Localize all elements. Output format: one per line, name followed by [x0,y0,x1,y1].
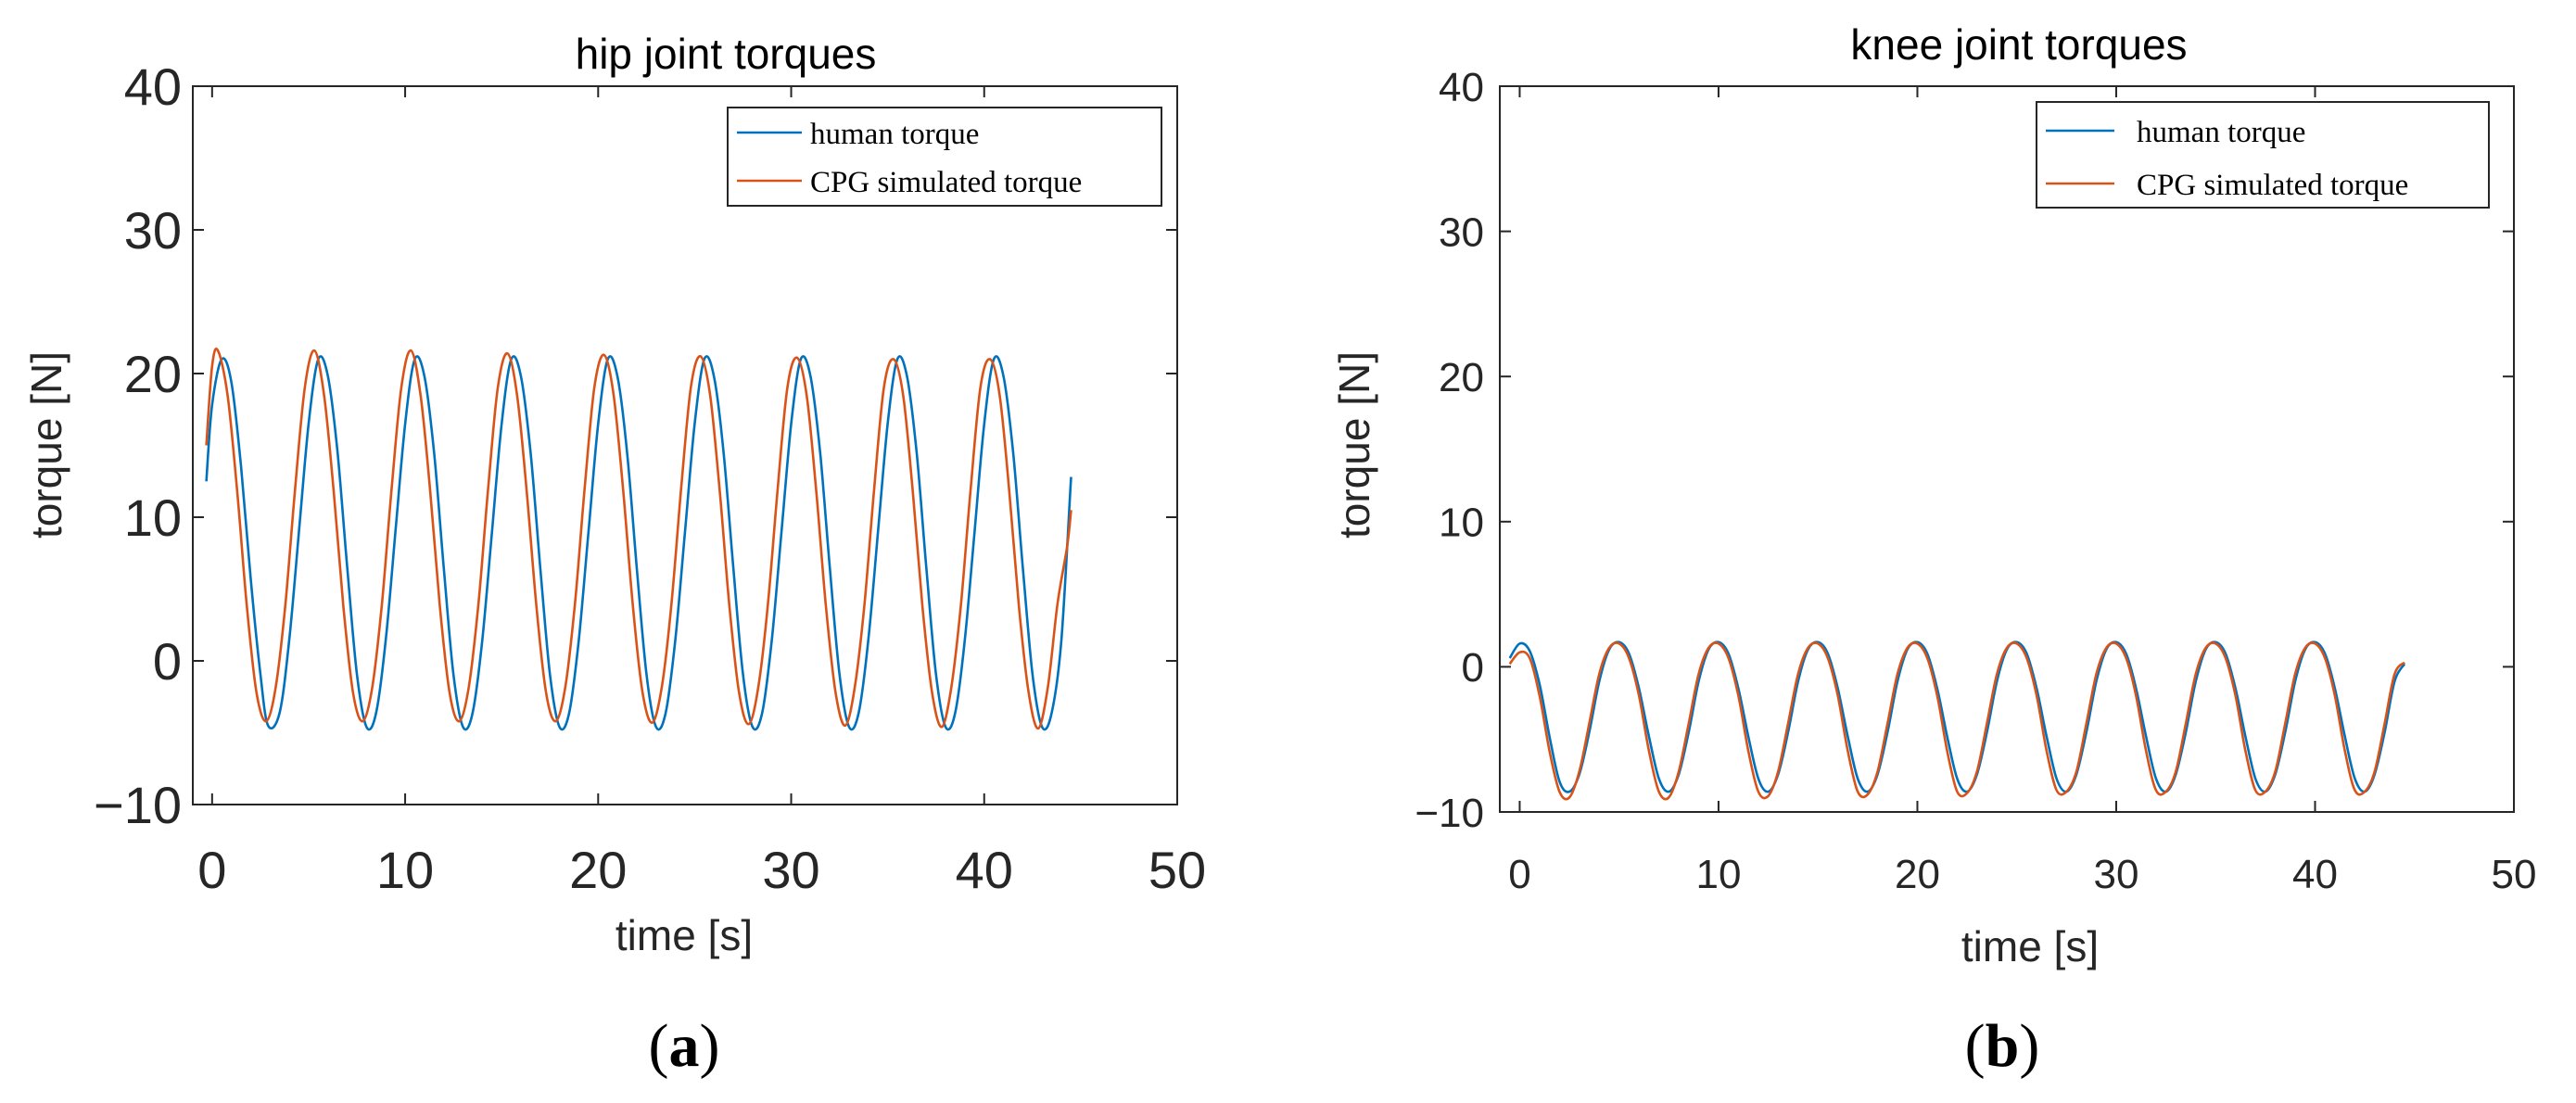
panel-b-x-tick-labels: 0 10 20 30 40 50 [1508,852,2536,897]
panel-a-legend-box [727,107,1162,207]
panel-a-y-tick-labels: −10 0 10 20 30 40 [94,57,182,834]
panel-a-label-letter: a [669,1012,700,1080]
panel-a-y-tick-label: 20 [124,345,182,403]
panel-a-series-human-torque-line [205,355,1072,731]
panel-b-x-tick-label: 30 [2094,852,2139,897]
panel-a: hip joint torques −10 0 10 20 30 40 0 10 20 30 40… [22,30,1206,1080]
panel-a-label-close: ) [700,1012,720,1080]
panel-b-y-tick-label: 20 [1439,355,1484,400]
panel-a-legend-label-human: human torque [810,118,979,151]
panel-a-legend-label-cpg: CPG simulated torque [810,166,1082,199]
panel-a-y-tick-label: −10 [94,776,182,834]
panel-a-series-cpg-simulated-torque-line [205,347,1072,730]
panel-b-title: knee joint torques [1850,20,2187,69]
panel-b-x-tick-label: 40 [2292,852,2338,897]
panel-a-y-tick-label: 0 [153,632,182,691]
panel-a-x-tick-label: 40 [956,841,1013,899]
panel-a-x-axis-label: time [s] [615,911,753,959]
panel-b-label-letter: b [1986,1012,2020,1080]
panel-a-y-tick-label: 40 [124,57,182,116]
panel-a-label: (a) [649,1012,720,1080]
panel-b-label-open: ( [1965,1012,1986,1080]
panel-b: knee joint torques −10 0 10 20 30 40 0 10 20 30 4… [1330,20,2536,1080]
panel-b-label: (b) [1965,1012,2040,1080]
panel-b-y-tick-label: −10 [1415,791,1484,836]
panel-b-label-close: ) [2019,1012,2039,1080]
panel-a-x-tick-label: 10 [376,841,434,899]
panel-b-y-tick-label: 40 [1439,65,1484,110]
panel-a-axes-box [192,85,1178,805]
panel-a-y-tick-label: 10 [124,488,182,547]
panel-b-plot-lines [1508,640,2406,801]
panel-b-y-axis-label: torque [N] [1330,351,1378,539]
panel-a-plot-lines [205,347,1072,731]
panel-a-label-open: ( [649,1012,669,1080]
panel-a-x-tick-label: 30 [762,841,819,899]
panel-a-x-tick-labels: 0 10 20 30 40 50 [197,841,1206,899]
panel-b-legend-label-cpg: CPG simulated torque [2137,169,2408,202]
panel-b-axes-box [1499,85,2515,813]
panel-b-y-tick-label: 10 [1439,501,1484,546]
panel-a-x-tick-label: 20 [569,841,627,899]
panel-b-legend: human torque CPG simulated torque [2036,101,2490,209]
panel-b-legend-label-human: human torque [2137,116,2305,149]
panel-b-x-tick-label: 20 [1895,852,1940,897]
panel-a-y-tick-label: 30 [124,201,182,260]
panel-b-y-tick-label: 0 [1462,645,1484,691]
panel-a-y-axis-label: torque [N] [22,351,70,539]
panel-b-series-human-torque-line [1508,640,2406,793]
panel-b-series-cpg-simulated-torque-line [1508,641,2405,801]
panel-a-x-tick-label: 50 [1148,841,1206,899]
panel-b-y-tick-label: 30 [1439,209,1484,255]
panel-a-legend: human torque CPG simulated torque [727,107,1162,207]
panel-b-x-axis-label: time [s] [1961,922,2099,970]
panel-b-x-tick-label: 0 [1508,852,1530,897]
panel-b-y-tick-labels: −10 0 10 20 30 40 [1415,65,1484,836]
panel-a-x-tick-label: 0 [197,841,226,899]
panel-b-x-tick-label: 50 [2492,852,2537,897]
panel-b-x-tick-label: 10 [1695,852,1741,897]
panel-b-legend-box [2036,101,2490,209]
panel-a-title: hip joint torques [576,30,877,78]
